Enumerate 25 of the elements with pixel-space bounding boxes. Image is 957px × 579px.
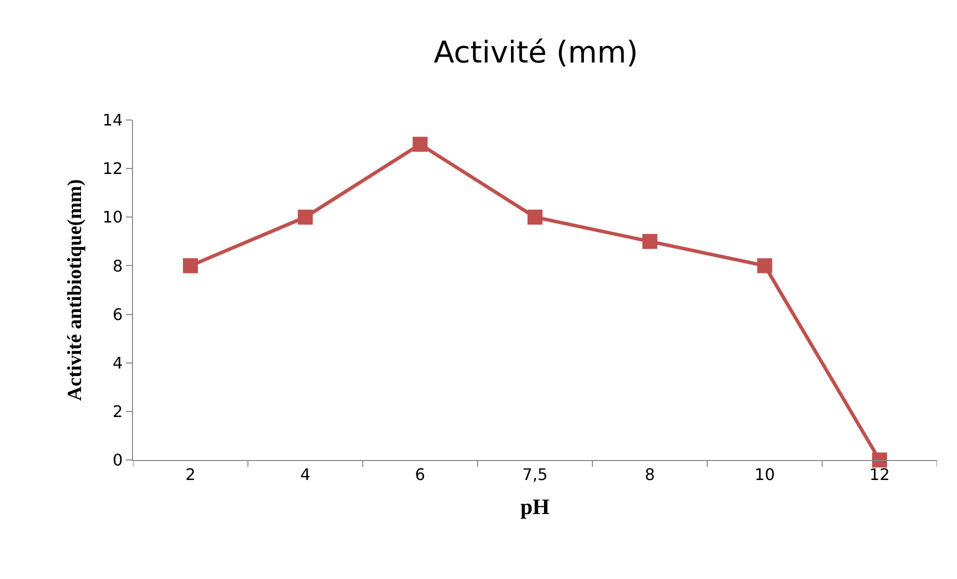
point (528, 210, 542, 225)
y-tick-label: 12 (102, 159, 123, 178)
point (642, 234, 658, 249)
point (298, 210, 313, 225)
y-tick-label: 14 (102, 110, 123, 130)
point (412, 136, 428, 152)
y-tick-label: 4 (112, 353, 123, 372)
x-tick-label: 2 (185, 465, 196, 484)
y-tick-label: 6 (112, 304, 123, 324)
x-axis-title: pH (520, 494, 550, 520)
point (872, 452, 888, 468)
x-tick-label: 7,5 (522, 465, 548, 484)
x-tick-label: 8 (644, 465, 655, 484)
y-tick-label: 0 (112, 450, 123, 470)
x-tick-label: 4 (300, 465, 310, 484)
chart-title: Activité (mm) (434, 36, 638, 71)
x-tick-label: 10 (754, 465, 775, 484)
y-tick-label: 2 (112, 402, 123, 422)
y-tick-label: 8 (112, 256, 123, 276)
y-axis-title: Activité antibiotique(mm) (64, 179, 86, 401)
x-tick-label: 12 (869, 465, 890, 484)
x-tick-label: 6 (415, 465, 426, 484)
point (757, 258, 772, 274)
point (182, 258, 198, 274)
y-tick-label: 10 (102, 208, 123, 227)
